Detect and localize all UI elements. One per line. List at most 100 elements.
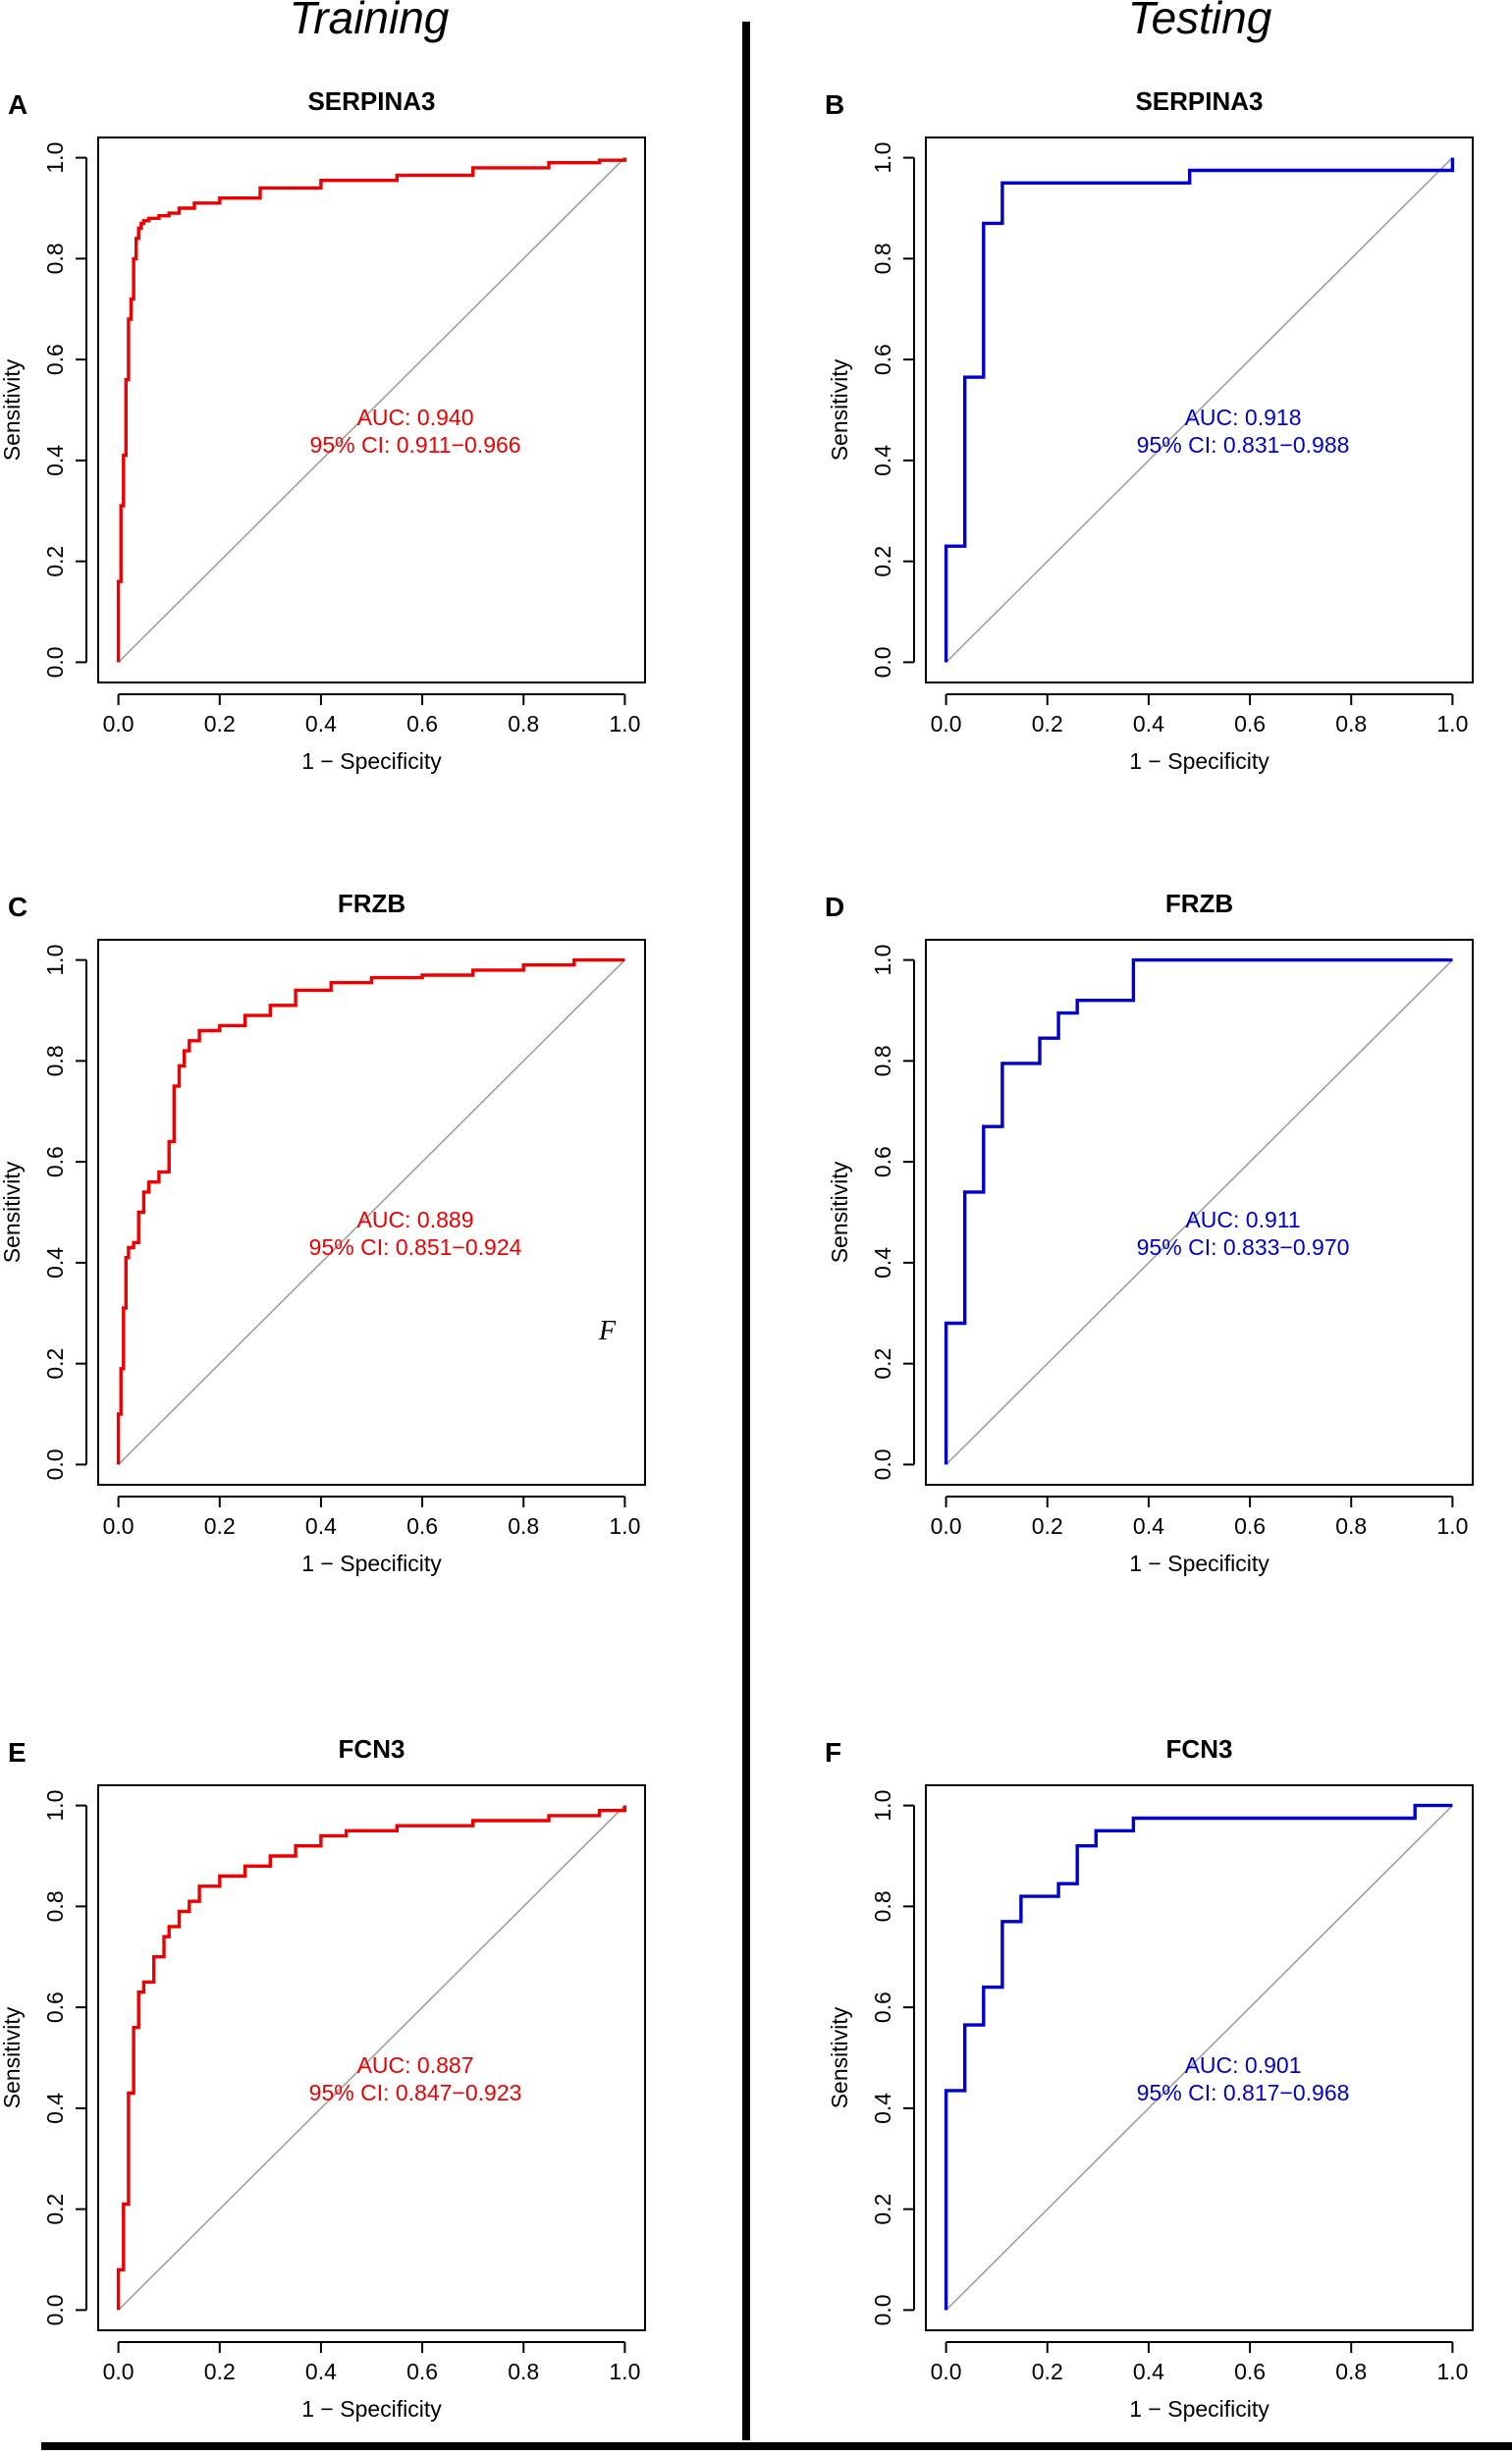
auc-label: AUC: 0.918 (1185, 405, 1302, 430)
x-tick-label: 1.0 (609, 711, 640, 736)
y-tick-label: 0.4 (870, 1247, 895, 1279)
training-column-title: Training (290, 0, 450, 43)
y-tick-label: 1.0 (42, 1790, 68, 1822)
y-tick-label: 0.4 (42, 445, 68, 476)
x-tick-label: 0.6 (1234, 1513, 1266, 1539)
auc-label: AUC: 0.911 (1185, 1207, 1300, 1232)
auc-label: AUC: 0.940 (357, 405, 474, 430)
x-tick-label: 0.0 (103, 711, 135, 736)
x-tick-label: 0.4 (1133, 1513, 1164, 1539)
roc-curve (116, 1805, 627, 2311)
auc-label: AUC: 0.889 (357, 1207, 474, 1232)
ci-label: 95% CI: 0.831−0.988 (1137, 432, 1350, 458)
x-tick-label: 0.8 (508, 2359, 539, 2384)
y-tick-label: 0.2 (42, 2194, 68, 2225)
x-axis-title: 1 − Specificity (1129, 748, 1269, 774)
x-tick-label: 0.8 (1335, 711, 1367, 736)
roc-curve (116, 157, 627, 663)
panel-title: FCN3 (339, 1734, 405, 1764)
y-tick-label: 0.0 (870, 646, 895, 678)
y-tick-label: 0.4 (870, 2093, 895, 2124)
x-tick-label: 1.0 (1436, 2359, 1468, 2384)
x-tick-label: 0.8 (1335, 2359, 1367, 2384)
x-tick-label: 0.0 (103, 2359, 135, 2384)
y-tick-label: 0.2 (870, 546, 895, 577)
y-tick-label: 0.0 (42, 646, 68, 678)
panel-c: C FRZB 0.0 0.2 0.4 0.6 0.8 1.0 1 − Specificity 0.… (0, 889, 646, 1576)
x-tick-label: 0.2 (1032, 2359, 1063, 2384)
y-tick-label: 1.0 (42, 945, 68, 976)
stray-mark: F (598, 1316, 617, 1346)
x-tick-label: 1.0 (1436, 711, 1468, 736)
x-tick-label: 0.0 (931, 711, 962, 736)
panel-title: SERPINA3 (307, 86, 435, 116)
x-tick-label: 0.8 (1335, 1513, 1367, 1539)
y-tick-label: 0.4 (42, 1247, 68, 1279)
x-tick-label: 0.4 (305, 711, 337, 736)
panel-a: A SERPINA3 0.0 0.2 0.4 0.6 0.8 1.0 1 − Specifici… (0, 86, 646, 774)
x-tick-label: 1.0 (609, 2359, 640, 2384)
y-tick-label: 0.2 (42, 546, 68, 577)
y-axis-title: Sensitivity (0, 2006, 25, 2108)
y-tick-label: 0.6 (42, 1146, 68, 1177)
y-axis-title: Sensitivity (827, 1161, 852, 1263)
testing-column-title: Testing (1128, 0, 1272, 43)
y-tick-label: 0.8 (42, 243, 68, 274)
x-tick-label: 0.0 (103, 1513, 135, 1539)
panel-title: FRZB (338, 889, 405, 918)
panel-letter: C (8, 892, 27, 922)
roc-curve (944, 157, 1455, 663)
x-tick-label: 0.4 (305, 2359, 337, 2384)
y-tick-label: 0.0 (870, 1448, 895, 1480)
y-tick-label: 0.6 (870, 1146, 895, 1177)
auc-label: AUC: 0.887 (357, 2052, 474, 2078)
y-tick-label: 0.8 (870, 243, 895, 274)
panel-b: B SERPINA3 0.0 0.2 0.4 0.6 0.8 1.0 1 − Specifici… (825, 86, 1474, 774)
roc-curve (944, 1803, 1453, 2311)
y-tick-label: 0.8 (870, 1045, 895, 1076)
plot-frame (925, 939, 1474, 1486)
x-tick-label: 0.0 (931, 2359, 962, 2384)
roc-curve (116, 957, 625, 1465)
x-tick-label: 0.8 (508, 711, 539, 736)
panel-title: SERPINA3 (1135, 86, 1263, 116)
panel-letter: A (8, 89, 27, 120)
x-tick-label: 0.4 (305, 1513, 337, 1539)
panel-letter: D (825, 892, 844, 922)
y-tick-label: 0.2 (870, 2194, 895, 2225)
x-tick-label: 0.4 (1133, 2359, 1164, 2384)
x-tick-label: 1.0 (609, 1513, 640, 1539)
ci-label: 95% CI: 0.847−0.923 (309, 2080, 522, 2105)
y-axis-title: Sensitivity (0, 358, 25, 461)
plot-frame (925, 1784, 1474, 2331)
roc-curve (944, 957, 1453, 1465)
x-axis-title: 1 − Specificity (301, 748, 442, 774)
x-axis-title: 1 − Specificity (301, 1551, 442, 1576)
x-tick-label: 0.8 (508, 1513, 539, 1539)
ci-label: 95% CI: 0.911−0.966 (310, 432, 521, 458)
x-tick-label: 0.6 (1234, 2359, 1266, 2384)
x-tick-label: 0.2 (204, 1513, 236, 1539)
x-tick-label: 0.2 (204, 711, 236, 736)
y-tick-label: 0.8 (870, 1890, 895, 1922)
x-axis-title: 1 − Specificity (1129, 1551, 1269, 1576)
plot-frame (97, 1784, 646, 2331)
y-tick-label: 1.0 (870, 945, 895, 976)
x-tick-label: 0.0 (931, 1513, 962, 1539)
y-tick-label: 0.2 (42, 1348, 68, 1380)
y-axis-title: Sensitivity (827, 358, 852, 461)
y-tick-label: 0.8 (42, 1890, 68, 1922)
y-tick-label: 0.8 (42, 1045, 68, 1076)
panel-letter: E (8, 1737, 27, 1768)
panel-letter: B (825, 89, 844, 120)
y-tick-label: 1.0 (42, 142, 68, 174)
ci-label: 95% CI: 0.817−0.968 (1137, 2080, 1350, 2105)
panel-title: FCN3 (1166, 1734, 1233, 1764)
panel-title: FRZB (1165, 889, 1233, 918)
x-tick-label: 0.4 (1133, 711, 1164, 736)
x-tick-label: 0.6 (406, 711, 438, 736)
x-tick-label: 0.6 (1234, 711, 1266, 736)
panel-e: E FCN3 0.0 0.2 0.4 0.6 0.8 1.0 1 − Specificity 0.… (0, 1734, 646, 2422)
x-tick-label: 0.2 (1032, 711, 1063, 736)
